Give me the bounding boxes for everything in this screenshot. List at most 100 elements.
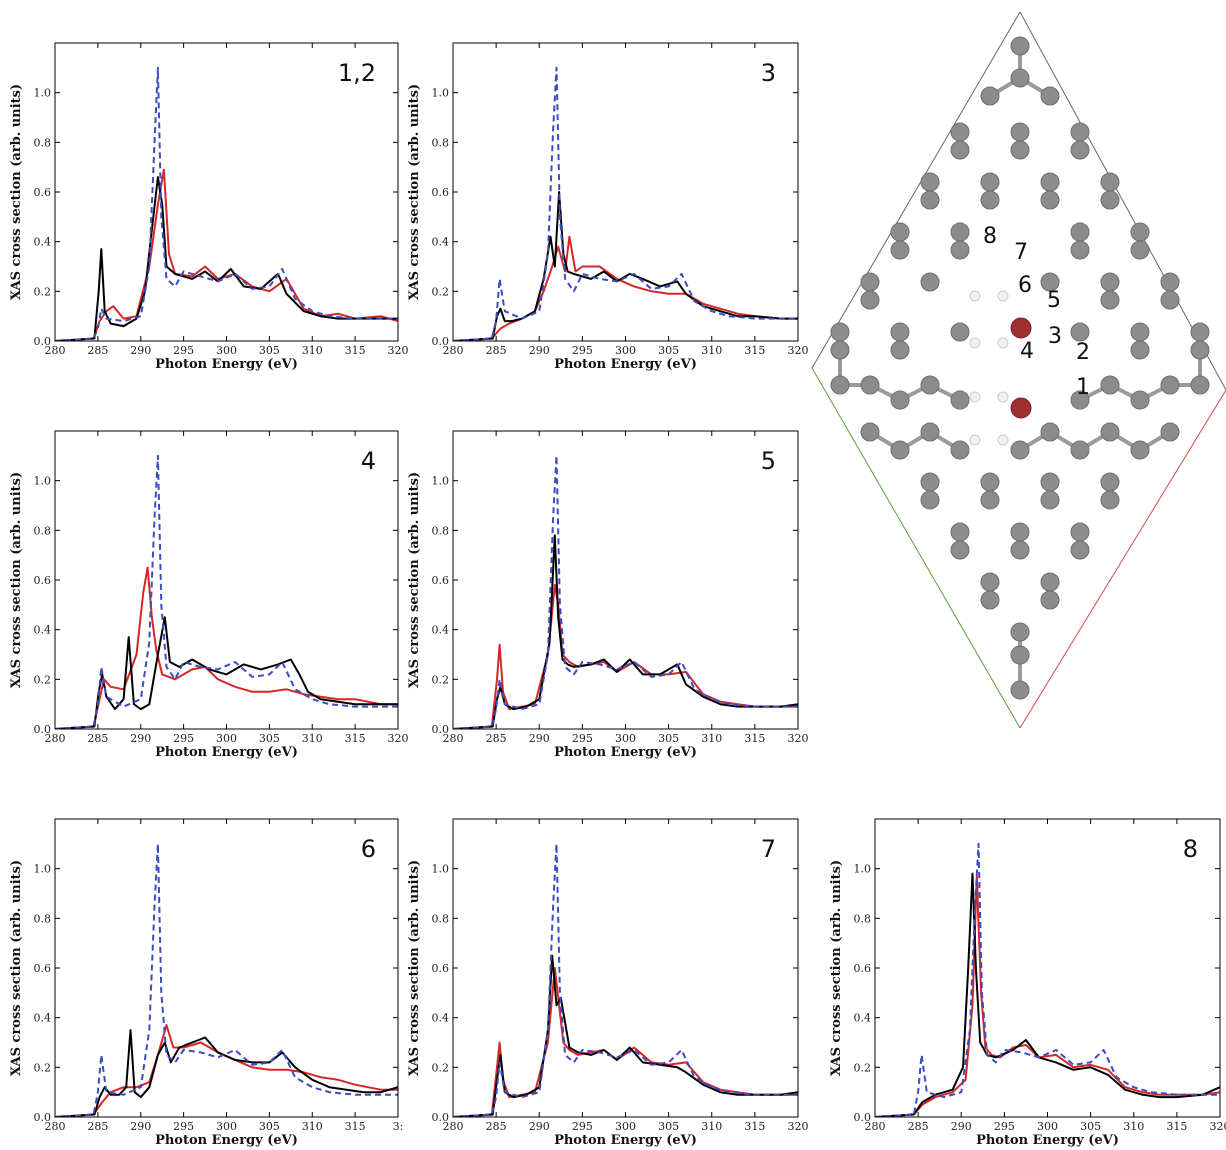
x-tick-label: 295 (994, 1120, 1015, 1133)
site-label-7: 7 (1014, 240, 1028, 265)
y-tick-label: 0.2 (34, 1061, 52, 1074)
carbon-atom (980, 472, 1000, 492)
x-tick-label: 300 (216, 732, 237, 745)
hydrogen-atom (997, 391, 1009, 403)
x-axis-label: Photon Energy (eV) (554, 1133, 697, 1148)
red-series-line (453, 967, 798, 1117)
y-tick-label: 0.6 (854, 962, 872, 975)
xas-panel-3: 280 285 290 295 300 305 310 315 320 0.0 0.2 0.4 0.6 0… (9, 430, 409, 760)
x-axis-label: Photon Energy (eV) (155, 357, 298, 372)
hydrogen-atom (997, 434, 1009, 446)
x-tick-label: 285 (486, 1120, 507, 1133)
panel-label: 4 (361, 447, 376, 475)
carbon-atom (1010, 140, 1030, 160)
carbon-atom (890, 390, 910, 410)
carbon-atom (1040, 490, 1060, 510)
carbon-atom (980, 190, 1000, 210)
x-tick-label: 320 (788, 732, 809, 745)
carbon-atom (1100, 472, 1120, 492)
x-tick-label: 290 (529, 344, 550, 357)
x-tick-label: 290 (529, 732, 550, 745)
y-axis-label: XAS cross section (arb. units) (407, 84, 422, 300)
x-tick-label: 295 (572, 344, 593, 357)
y-tick-label: 0.6 (34, 186, 52, 199)
x-tick-label: 315 (744, 1120, 765, 1133)
hydrogen-atom (969, 290, 981, 302)
x-tick-label: 295 (572, 732, 593, 745)
carbon-atom (1010, 622, 1030, 642)
x-tick-label: 280 (443, 732, 464, 745)
carbon-atom (1160, 272, 1180, 292)
x-tick-label: 310 (701, 1120, 722, 1133)
y-tick-label: 0.0 (34, 335, 52, 348)
dashed-blue-series-line (55, 454, 398, 729)
carbon-atom (1130, 222, 1150, 242)
x-tick-label: 280 (45, 344, 66, 357)
carbon-atom (1010, 680, 1030, 700)
plot-frame (54, 430, 399, 730)
x-tick-label: 280 (45, 732, 66, 745)
black-series-line (55, 176, 398, 341)
x-tick-label: 280 (443, 1120, 464, 1133)
panel-label: 7 (761, 835, 776, 863)
x-tick-label: 310 (1123, 1120, 1144, 1133)
y-tick-label: 0.6 (34, 962, 52, 975)
y-tick-label: 1.0 (854, 863, 872, 876)
carbon-atom (1070, 222, 1090, 242)
x-tick-label: 315 (345, 732, 366, 745)
y-tick-label: 0.0 (432, 335, 450, 348)
carbon-atom (1040, 172, 1060, 192)
y-tick-label: 0.0 (34, 1111, 52, 1124)
carbon-atom (860, 422, 880, 442)
carbon-atom (1070, 140, 1090, 160)
panel-label: 1,2 (338, 59, 376, 87)
carbon-atom (950, 440, 970, 460)
carbon-atom (1040, 572, 1060, 592)
x-tick-label: 280 (45, 1120, 66, 1133)
hydrogen-atom (969, 337, 981, 349)
x-tick-label: 320 (1210, 1120, 1226, 1133)
oxygen-atom (1010, 397, 1032, 419)
x-tick-label: 315 (345, 344, 366, 357)
carbon-atom (860, 272, 880, 292)
panel-label: 8 (1183, 835, 1198, 863)
carbon-atom (1130, 440, 1150, 460)
carbon-atom (890, 222, 910, 242)
y-tick-label: 0.6 (432, 186, 450, 199)
x-tick-label: 290 (130, 1120, 151, 1133)
red-series-line (875, 875, 1220, 1117)
carbon-atom (1040, 590, 1060, 610)
x-tick-label: 295 (173, 732, 194, 745)
y-tick-label: 0.8 (432, 524, 450, 537)
hydrogen-atom (969, 434, 981, 446)
panel-label: 6 (361, 835, 376, 863)
x-tick-label: 310 (701, 344, 722, 357)
x-tick-label: 285 (486, 732, 507, 745)
y-tick-label: 0.0 (432, 1111, 450, 1124)
x-tick-label: 300 (615, 344, 636, 357)
carbon-atom (1190, 340, 1210, 360)
carbon-atom (950, 140, 970, 160)
x-tick-label: 305 (658, 1120, 679, 1133)
x-tick-label: 305 (1080, 1120, 1101, 1133)
y-tick-label: 1.0 (34, 863, 52, 876)
y-axis-label: XAS cross section (arb. units) (9, 84, 24, 300)
x-tick-label: 305 (658, 344, 679, 357)
carbon-atom (1160, 375, 1180, 395)
plot-frame (874, 818, 1221, 1118)
hydrogen-atom (997, 337, 1009, 349)
carbon-atom (920, 272, 940, 292)
carbon-atom (920, 422, 940, 442)
x-tick-label: 310 (302, 344, 323, 357)
carbon-atom (1040, 422, 1060, 442)
black-series-line (55, 616, 398, 729)
dashed-blue-series-line (453, 66, 798, 341)
x-axis-label: Photon Energy (eV) (554, 745, 697, 760)
carbon-atom (1190, 375, 1210, 395)
carbon-atom (860, 375, 880, 395)
y-tick-label: 0.8 (854, 912, 872, 925)
dashed-blue-series-line (453, 454, 798, 729)
carbon-atom (830, 322, 850, 342)
x-tick-label: 280 (865, 1120, 886, 1133)
